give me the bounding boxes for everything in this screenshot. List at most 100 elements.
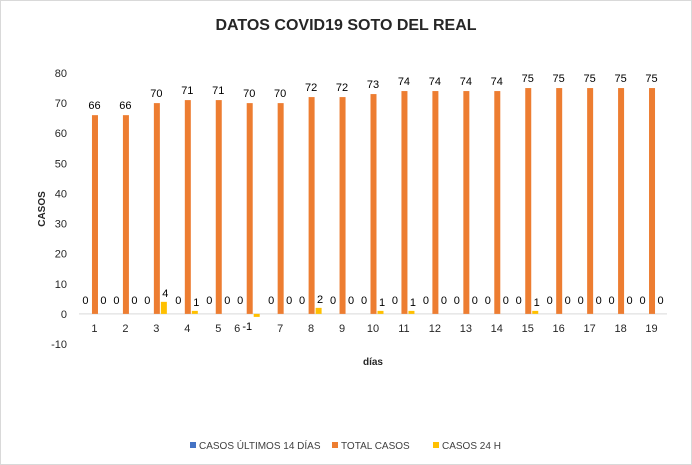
data-label: 71: [212, 85, 224, 97]
y-tick-label: 80: [55, 68, 67, 80]
x-tick-label: 13: [460, 323, 472, 335]
bar: [339, 97, 346, 314]
data-label: 74: [491, 76, 503, 88]
x-tick-label: 9: [339, 323, 345, 335]
bar: [91, 115, 98, 314]
bar: [556, 88, 563, 314]
x-tick-label: 17: [584, 323, 596, 335]
y-tick-label: 20: [55, 249, 67, 261]
bar: [401, 91, 408, 314]
data-label: 0: [627, 295, 633, 307]
legend: CASOS ÚLTIMOS 14 DÍAS TOTAL CASOS CASOS 24…: [190, 439, 501, 452]
data-label: 71: [181, 85, 193, 97]
data-label: 0: [609, 295, 615, 307]
x-tick-label: 5: [215, 323, 221, 335]
data-label: 74: [460, 76, 472, 88]
data-label: 0: [175, 295, 181, 307]
bar: [408, 310, 415, 314]
x-tick-label: 15: [522, 323, 534, 335]
bar: [160, 301, 167, 314]
data-label: 0: [206, 295, 212, 307]
x-tick-label: 1: [91, 323, 97, 335]
x-tick-label: 18: [614, 323, 626, 335]
y-axis-label: CASOS: [37, 191, 48, 227]
x-tick-label: 19: [645, 323, 657, 335]
x-tick-label: 7: [277, 323, 283, 335]
x-tick-label: 6: [234, 323, 240, 335]
x-tick-label: 11: [398, 323, 409, 335]
data-label: 0: [441, 295, 447, 307]
legend-swatch: [190, 442, 196, 448]
data-label: 0: [423, 295, 429, 307]
y-tick-label: 60: [55, 128, 67, 140]
y-tick-label: 30: [55, 219, 67, 231]
y-axis-ticks: -10 0 10 20 30 40 50 60 70 80: [51, 68, 67, 351]
data-label: 0: [516, 295, 522, 307]
legend-label: TOTAL CASOS: [341, 441, 410, 452]
data-label: 75: [522, 73, 534, 85]
x-tick-label: 2: [122, 323, 128, 335]
bar: [532, 310, 539, 314]
chart-title: DATOS COVID19 SOTO DEL REAL: [215, 17, 476, 34]
data-label: 72: [305, 82, 317, 94]
data-label: 0: [578, 295, 584, 307]
y-tick-label: 50: [55, 158, 67, 170]
data-label: 0: [596, 295, 602, 307]
data-label: 73: [367, 79, 379, 91]
data-label: 0: [503, 295, 509, 307]
data-label: 0: [268, 295, 274, 307]
legend-label: CASOS 24 H: [442, 441, 501, 452]
data-label: -1: [242, 321, 252, 333]
y-tick-label: 10: [55, 279, 67, 291]
data-label: 0: [144, 295, 150, 307]
data-label: 75: [645, 73, 657, 85]
bars: [91, 88, 656, 317]
bar: [494, 91, 501, 314]
x-tick-label: 14: [491, 323, 503, 335]
data-label: 0: [565, 295, 571, 307]
bar: [377, 310, 384, 314]
y-tick-label: 70: [55, 98, 67, 110]
data-label: 0: [237, 295, 243, 307]
x-tick-label: 16: [553, 323, 565, 335]
data-label: 0: [299, 295, 305, 307]
x-axis-label: días: [363, 357, 383, 368]
bar: [191, 310, 198, 314]
bar: [215, 100, 222, 314]
x-axis-ticks: 1 2 3 4 5 6 7 8 9 10 11 12 13 14 15 16 17 18 19: [91, 323, 657, 335]
bar: [277, 103, 284, 314]
bar: [315, 307, 322, 314]
data-label: 0: [547, 295, 553, 307]
data-label: 74: [429, 76, 441, 88]
x-tick-label: 4: [184, 323, 190, 335]
data-label: 1: [534, 297, 540, 309]
data-label: 72: [336, 82, 348, 94]
data-label: 0: [100, 295, 106, 307]
data-label: 1: [410, 297, 416, 309]
x-tick-label: 10: [367, 323, 379, 335]
data-label: 0: [392, 295, 398, 307]
data-label: 66: [119, 100, 131, 112]
data-label: 2: [317, 294, 323, 306]
bar: [308, 97, 315, 314]
data-label: 66: [88, 100, 100, 112]
bar: [432, 91, 439, 314]
bar: [253, 313, 260, 317]
bar: [463, 91, 470, 314]
x-tick-label: 12: [429, 323, 441, 335]
data-label: 4: [162, 288, 168, 300]
y-tick-label: -10: [51, 339, 67, 351]
data-label: 0: [657, 295, 663, 307]
data-label: 0: [639, 295, 645, 307]
x-tick-label: 3: [153, 323, 159, 335]
data-label: 1: [379, 297, 385, 309]
data-label: 0: [485, 295, 491, 307]
data-label: 74: [398, 76, 410, 88]
legend-swatch: [433, 442, 439, 448]
legend-swatch: [332, 442, 338, 448]
data-label: 0: [361, 295, 367, 307]
bar: [184, 100, 191, 314]
